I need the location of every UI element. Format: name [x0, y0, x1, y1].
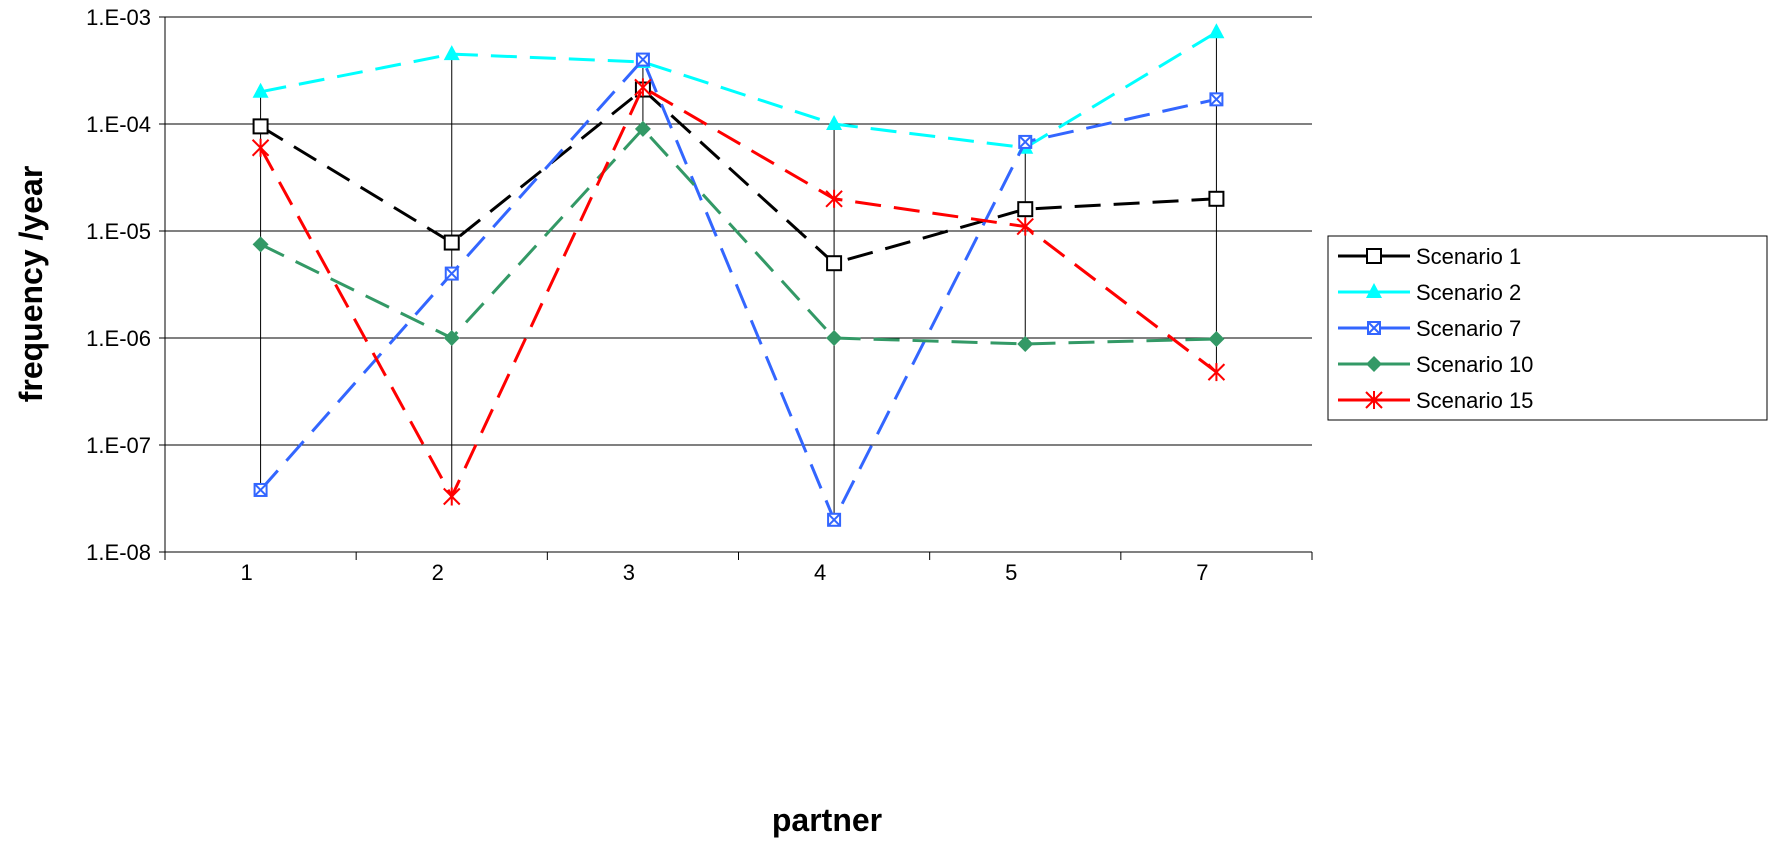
x-tick-label: 2 [432, 560, 444, 585]
data-point [251, 138, 270, 157]
legend-marker [1366, 356, 1382, 372]
data-point [444, 266, 459, 281]
data-point [443, 487, 461, 506]
legend-marker [1366, 283, 1382, 298]
data-point [252, 118, 269, 135]
series-line [260, 30, 1218, 150]
data-point [1017, 201, 1034, 218]
series-line [259, 85, 1218, 500]
y-tick-label: 1.E-03 [86, 5, 151, 30]
y-tick-label: 1.E-05 [86, 219, 151, 244]
x-axis-title: partner [772, 802, 882, 838]
x-tick-labels: 1 2 3 4 5 7 [240, 560, 1208, 585]
series-line [259, 87, 1217, 265]
data-point [1208, 23, 1225, 39]
legend-label: Scenario 7 [1416, 316, 1521, 341]
legend-marker [1367, 321, 1381, 335]
data-point [635, 52, 650, 67]
data-point [1018, 134, 1033, 149]
legend-item: Scenario 7 [1338, 316, 1521, 341]
legend-marker [1366, 248, 1382, 264]
data-point [1208, 330, 1225, 347]
x-tick-label: 3 [623, 560, 635, 585]
data-point [827, 512, 842, 527]
data-point [252, 236, 269, 253]
series-scenario-15 [251, 78, 1226, 506]
data-point [826, 255, 843, 272]
x-tick-label: 7 [1196, 560, 1208, 585]
data-point [1209, 92, 1224, 107]
data-point [253, 482, 268, 497]
legend-item: Scenario 2 [1338, 280, 1521, 305]
data-point [252, 82, 269, 98]
data-point [443, 234, 460, 251]
legend-label: Scenario 2 [1416, 280, 1521, 305]
data-point [826, 330, 843, 346]
legend: Scenario 1 Scenario 2 Scenario 7 Scenario 1… [1327, 235, 1768, 421]
data-point [1017, 335, 1034, 352]
x-tick-label: 1 [240, 560, 252, 585]
y-tick-label: 1.E-08 [86, 540, 151, 565]
series-line [259, 56, 1217, 524]
data-point [1207, 363, 1226, 382]
data-point [634, 120, 651, 137]
x-tick-label: 4 [814, 560, 826, 585]
data-point [1208, 190, 1225, 207]
legend-label: Scenario 15 [1416, 388, 1533, 413]
data-point [825, 189, 843, 208]
series-scenario-7 [253, 52, 1224, 527]
data-point [443, 330, 460, 346]
y-tick-labels: 1.E-08 1.E-07 1.E-06 1.E-05 1.E-04 1.E-03 [86, 5, 151, 565]
data-point [634, 78, 652, 97]
data-point [443, 45, 460, 61]
legend-item: Scenario 15 [1338, 388, 1533, 413]
y-tick-label: 1.E-04 [86, 112, 151, 137]
legend-marker [1365, 391, 1383, 409]
legend-item: Scenario 10 [1338, 352, 1533, 377]
series-scenario-10 [252, 120, 1225, 352]
legend-item: Scenario 1 [1338, 244, 1521, 269]
series-group [251, 23, 1226, 527]
y-axis-title: frequency /year [13, 166, 49, 403]
series-scenario-1 [252, 81, 1225, 272]
legend-label: Scenario 10 [1416, 352, 1533, 377]
x-tick-label: 5 [1005, 560, 1017, 585]
drop-lines [260, 32, 1217, 520]
data-point [1016, 217, 1034, 236]
legend-label: Scenario 1 [1416, 244, 1521, 269]
y-tick-label: 1.E-07 [86, 433, 151, 458]
axes [159, 16, 1313, 560]
data-point [826, 115, 843, 130]
y-tick-label: 1.E-06 [86, 326, 151, 351]
series-scenario-2 [252, 23, 1225, 154]
series-line [259, 126, 1217, 346]
